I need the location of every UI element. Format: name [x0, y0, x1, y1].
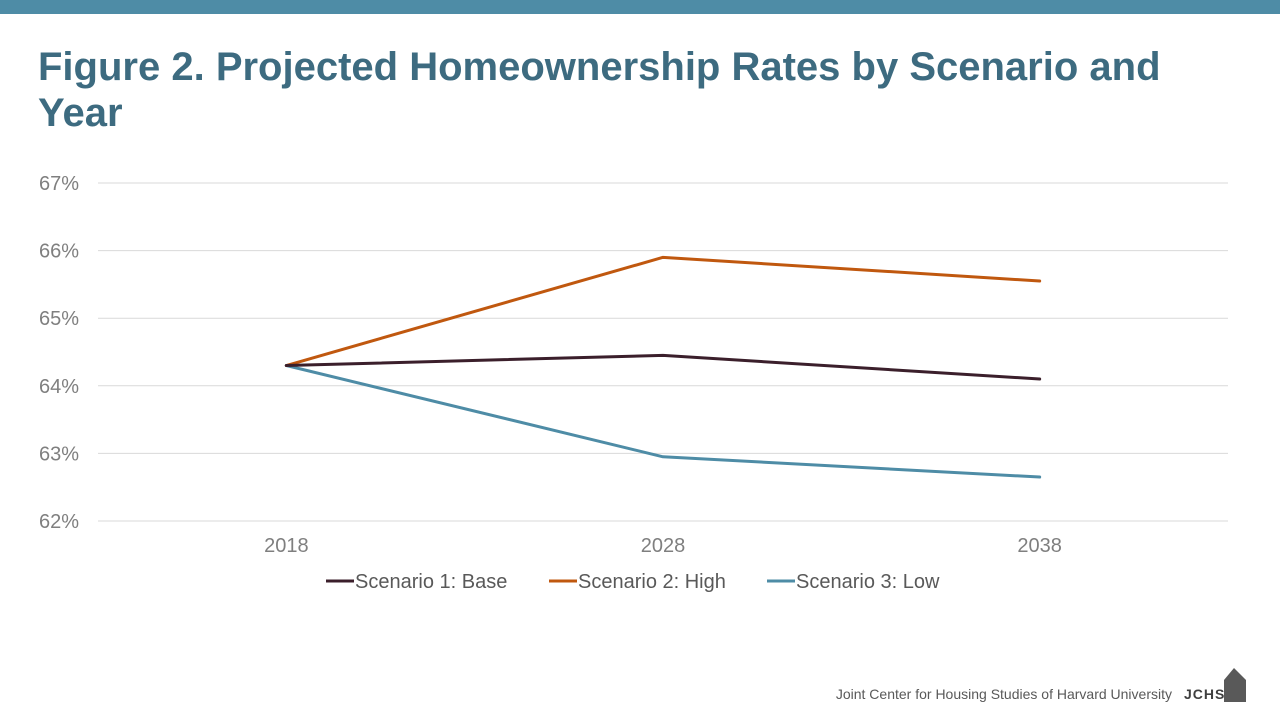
x-tick-label: 2038: [1017, 535, 1062, 557]
legend-label: Scenario 2: High: [578, 571, 726, 593]
page-title: Figure 2. Projected Homeownership Rates …: [38, 45, 1161, 135]
y-tick-label: 66%: [39, 241, 79, 263]
y-tick-label: 64%: [39, 376, 79, 398]
jchs-logo: JCHS: [1182, 666, 1248, 702]
source-credit: Joint Center for Housing Studies of Harv…: [835, 686, 1172, 702]
y-tick-label: 63%: [39, 443, 79, 465]
legend-label: Scenario 1: Base: [355, 571, 507, 593]
logo-text: JCHS: [1184, 686, 1226, 702]
x-axis-ticks: 2018 2028 2038: [264, 535, 1062, 557]
top-accent-bar: [0, 0, 1280, 14]
legend: Scenario 1: Base Scenario 2: High Scenario…: [326, 571, 940, 593]
series-line-2: [284, 255, 1042, 368]
y-tick-label: 65%: [39, 308, 79, 330]
legend-label: Scenario 3: Low: [796, 571, 940, 593]
y-tick-label: 62%: [39, 511, 79, 533]
x-tick-label: 2018: [264, 535, 309, 557]
house-icon: [1224, 668, 1246, 702]
x-tick-label: 2028: [641, 535, 686, 557]
y-tick-label: 67%: [39, 173, 79, 195]
y-axis-ticks: 62% 63% 64% 65% 66% 67%: [39, 173, 79, 533]
series-line-3: [284, 364, 1042, 479]
series-line-1: [284, 353, 1042, 381]
series-lines: [284, 255, 1042, 479]
gridlines: [98, 182, 1228, 522]
